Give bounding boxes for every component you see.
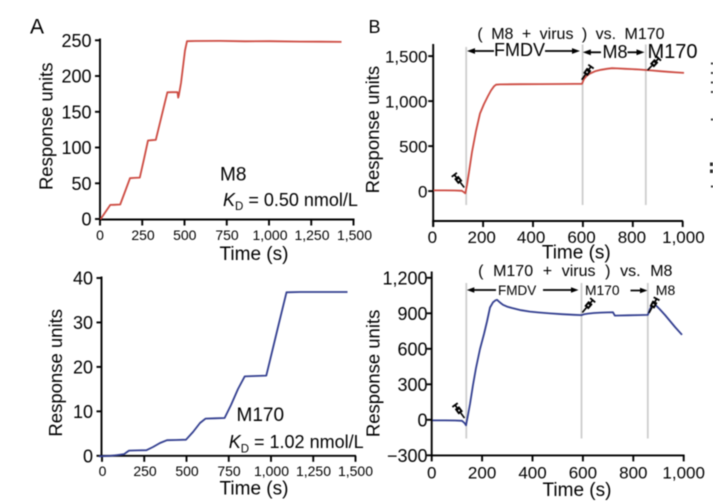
svg-text:500: 500 — [173, 227, 197, 243]
svg-text:1,200: 1,200 — [382, 269, 427, 289]
svg-text:Response units: Response units — [363, 310, 384, 438]
svg-text:40: 40 — [73, 269, 93, 289]
svg-text:200: 200 — [61, 67, 91, 87]
svg-text:800: 800 — [618, 228, 646, 247]
svg-text:1,250: 1,250 — [296, 463, 331, 479]
svg-text:1,000: 1,000 — [662, 228, 705, 247]
svg-text:1,000: 1,000 — [662, 463, 705, 482]
svg-text:FMDV: FMDV — [494, 40, 545, 60]
svg-text:B: B — [369, 17, 381, 37]
svg-text:( M170 + virus ) vs. M8: ( M170 + virus ) vs. M8 — [478, 263, 672, 280]
svg-text:250: 250 — [61, 31, 91, 51]
svg-text:Time (s): Time (s) — [543, 480, 612, 501]
svg-text:200: 200 — [468, 463, 496, 482]
svg-text:250: 250 — [131, 227, 155, 243]
svg-text:Time (s): Time (s) — [220, 478, 289, 499]
svg-text:M170: M170 — [585, 283, 620, 298]
svg-text:750: 750 — [217, 463, 241, 479]
svg-text:30: 30 — [73, 313, 93, 333]
svg-text:Response units: Response units — [45, 309, 66, 437]
svg-text:Time (s): Time (s) — [542, 243, 611, 264]
svg-text:600: 600 — [569, 463, 597, 482]
svg-text:0: 0 — [81, 210, 91, 230]
svg-text:300: 300 — [397, 375, 427, 395]
svg-text:600: 600 — [567, 228, 595, 247]
svg-text:1,250: 1,250 — [294, 227, 329, 243]
svg-text:KD = 1.02 nmol/L: KD = 1.02 nmol/L — [229, 432, 364, 455]
svg-text:M170: M170 — [237, 405, 285, 426]
svg-text:900: 900 — [397, 304, 427, 324]
svg-text:M8: M8 — [656, 282, 676, 298]
svg-text:−300: −300 — [387, 446, 428, 466]
svg-text:Response units: Response units — [35, 63, 56, 191]
svg-text:FMDV: FMDV — [498, 283, 536, 298]
svg-text:0: 0 — [99, 463, 107, 479]
svg-text:M170: M170 — [648, 41, 698, 63]
svg-text:0: 0 — [96, 227, 104, 243]
svg-text:0: 0 — [418, 182, 427, 201]
svg-text:1,000: 1,000 — [254, 463, 289, 479]
svg-text:1,500: 1,500 — [338, 463, 373, 479]
svg-text:750: 750 — [215, 227, 239, 243]
svg-text:0: 0 — [428, 228, 437, 247]
svg-text:400: 400 — [518, 463, 546, 482]
svg-text:500: 500 — [399, 137, 427, 156]
svg-text:KD = 0.50 nmol/L: KD = 0.50 nmol/L — [223, 190, 358, 213]
svg-text:10: 10 — [73, 402, 93, 422]
svg-text:400: 400 — [517, 228, 545, 247]
svg-text:0: 0 — [83, 447, 93, 467]
svg-text:600: 600 — [397, 340, 427, 360]
svg-text:( M8 + virus ) vs. M170: ( M8 + virus ) vs. M170 — [477, 26, 664, 43]
svg-text:20: 20 — [73, 358, 93, 378]
svg-text:Response units: Response units — [362, 66, 383, 194]
svg-text:250: 250 — [133, 463, 157, 479]
svg-text:100: 100 — [61, 138, 91, 158]
svg-text:50: 50 — [71, 174, 91, 194]
svg-text:1,000: 1,000 — [252, 227, 287, 243]
svg-text:A: A — [30, 16, 44, 39]
svg-text:0: 0 — [427, 463, 436, 482]
svg-text:800: 800 — [619, 463, 647, 482]
svg-text:M8: M8 — [220, 164, 246, 185]
svg-text:Time (s): Time (s) — [220, 244, 289, 265]
svg-text:500: 500 — [175, 463, 199, 479]
svg-text:0: 0 — [417, 411, 427, 431]
svg-text:150: 150 — [61, 103, 91, 123]
svg-text:1,500: 1,500 — [385, 47, 428, 66]
svg-text:M8: M8 — [603, 42, 628, 62]
svg-text:1,000: 1,000 — [385, 92, 428, 111]
svg-text:200: 200 — [468, 228, 496, 247]
svg-text:1,500: 1,500 — [337, 227, 372, 243]
